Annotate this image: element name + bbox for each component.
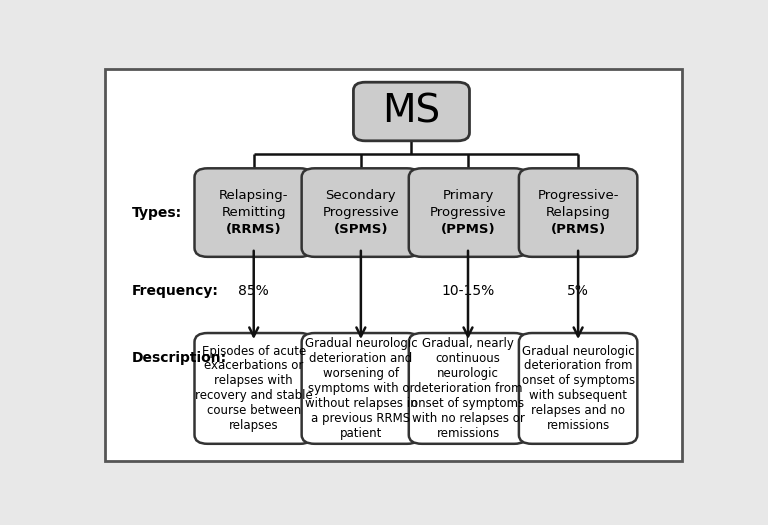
Text: (PPMS): (PPMS) [441, 223, 495, 236]
Text: MS: MS [382, 92, 441, 131]
Text: onset of symptoms: onset of symptoms [412, 397, 525, 410]
Text: neurologic: neurologic [437, 367, 499, 380]
Text: (RRMS): (RRMS) [226, 223, 282, 236]
Text: remissions: remissions [436, 427, 500, 440]
Text: Gradual neurologic: Gradual neurologic [521, 344, 634, 358]
Text: 5%: 5% [568, 285, 589, 298]
Text: (PRMS): (PRMS) [551, 223, 606, 236]
Text: Relapsing: Relapsing [546, 206, 611, 219]
Text: Primary: Primary [442, 189, 494, 202]
Text: Gradual neurologic: Gradual neurologic [305, 337, 417, 350]
FancyBboxPatch shape [409, 169, 527, 257]
Text: Progressive: Progressive [429, 206, 506, 219]
FancyBboxPatch shape [302, 333, 420, 444]
Text: without relapses in: without relapses in [305, 397, 417, 410]
Text: Remitting: Remitting [221, 206, 286, 219]
FancyBboxPatch shape [353, 82, 469, 141]
Text: 85%: 85% [238, 285, 269, 298]
Text: Gradual, nearly: Gradual, nearly [422, 337, 514, 350]
Text: relapses and no: relapses and no [531, 404, 625, 417]
Text: Secondary: Secondary [326, 189, 396, 202]
Text: a previous RRMS: a previous RRMS [311, 412, 410, 425]
Text: relapses: relapses [229, 419, 279, 432]
Text: Description:: Description: [132, 351, 227, 365]
Text: (SPMS): (SPMS) [333, 223, 388, 236]
FancyBboxPatch shape [105, 69, 682, 461]
FancyBboxPatch shape [409, 333, 527, 444]
Text: exacerbations or: exacerbations or [204, 360, 303, 372]
FancyBboxPatch shape [302, 169, 420, 257]
FancyBboxPatch shape [519, 333, 637, 444]
Text: with subsequent: with subsequent [529, 390, 627, 402]
Text: 10-15%: 10-15% [442, 285, 495, 298]
Text: worsening of: worsening of [323, 367, 399, 380]
Text: Progressive-: Progressive- [538, 189, 619, 202]
Text: symptoms with or: symptoms with or [308, 382, 414, 395]
Text: Progressive: Progressive [323, 206, 399, 219]
FancyBboxPatch shape [194, 333, 313, 444]
Text: onset of symptoms: onset of symptoms [521, 374, 634, 387]
Text: deterioration from: deterioration from [414, 382, 522, 395]
Text: with no relapses or: with no relapses or [412, 412, 525, 425]
Text: continuous: continuous [435, 352, 501, 365]
Text: Relapsing-: Relapsing- [219, 189, 289, 202]
Text: course between: course between [207, 404, 301, 417]
Text: deterioration and: deterioration and [310, 352, 412, 365]
Text: recovery and stable: recovery and stable [195, 390, 313, 402]
Text: patient: patient [339, 427, 382, 440]
Text: Episodes of acute: Episodes of acute [202, 344, 306, 358]
Text: relapses with: relapses with [214, 374, 293, 387]
Text: Frequency:: Frequency: [132, 285, 219, 298]
FancyBboxPatch shape [519, 169, 637, 257]
FancyBboxPatch shape [194, 169, 313, 257]
Text: remissions: remissions [547, 419, 610, 432]
Text: Types:: Types: [132, 206, 182, 219]
Text: deterioration from: deterioration from [524, 360, 632, 372]
